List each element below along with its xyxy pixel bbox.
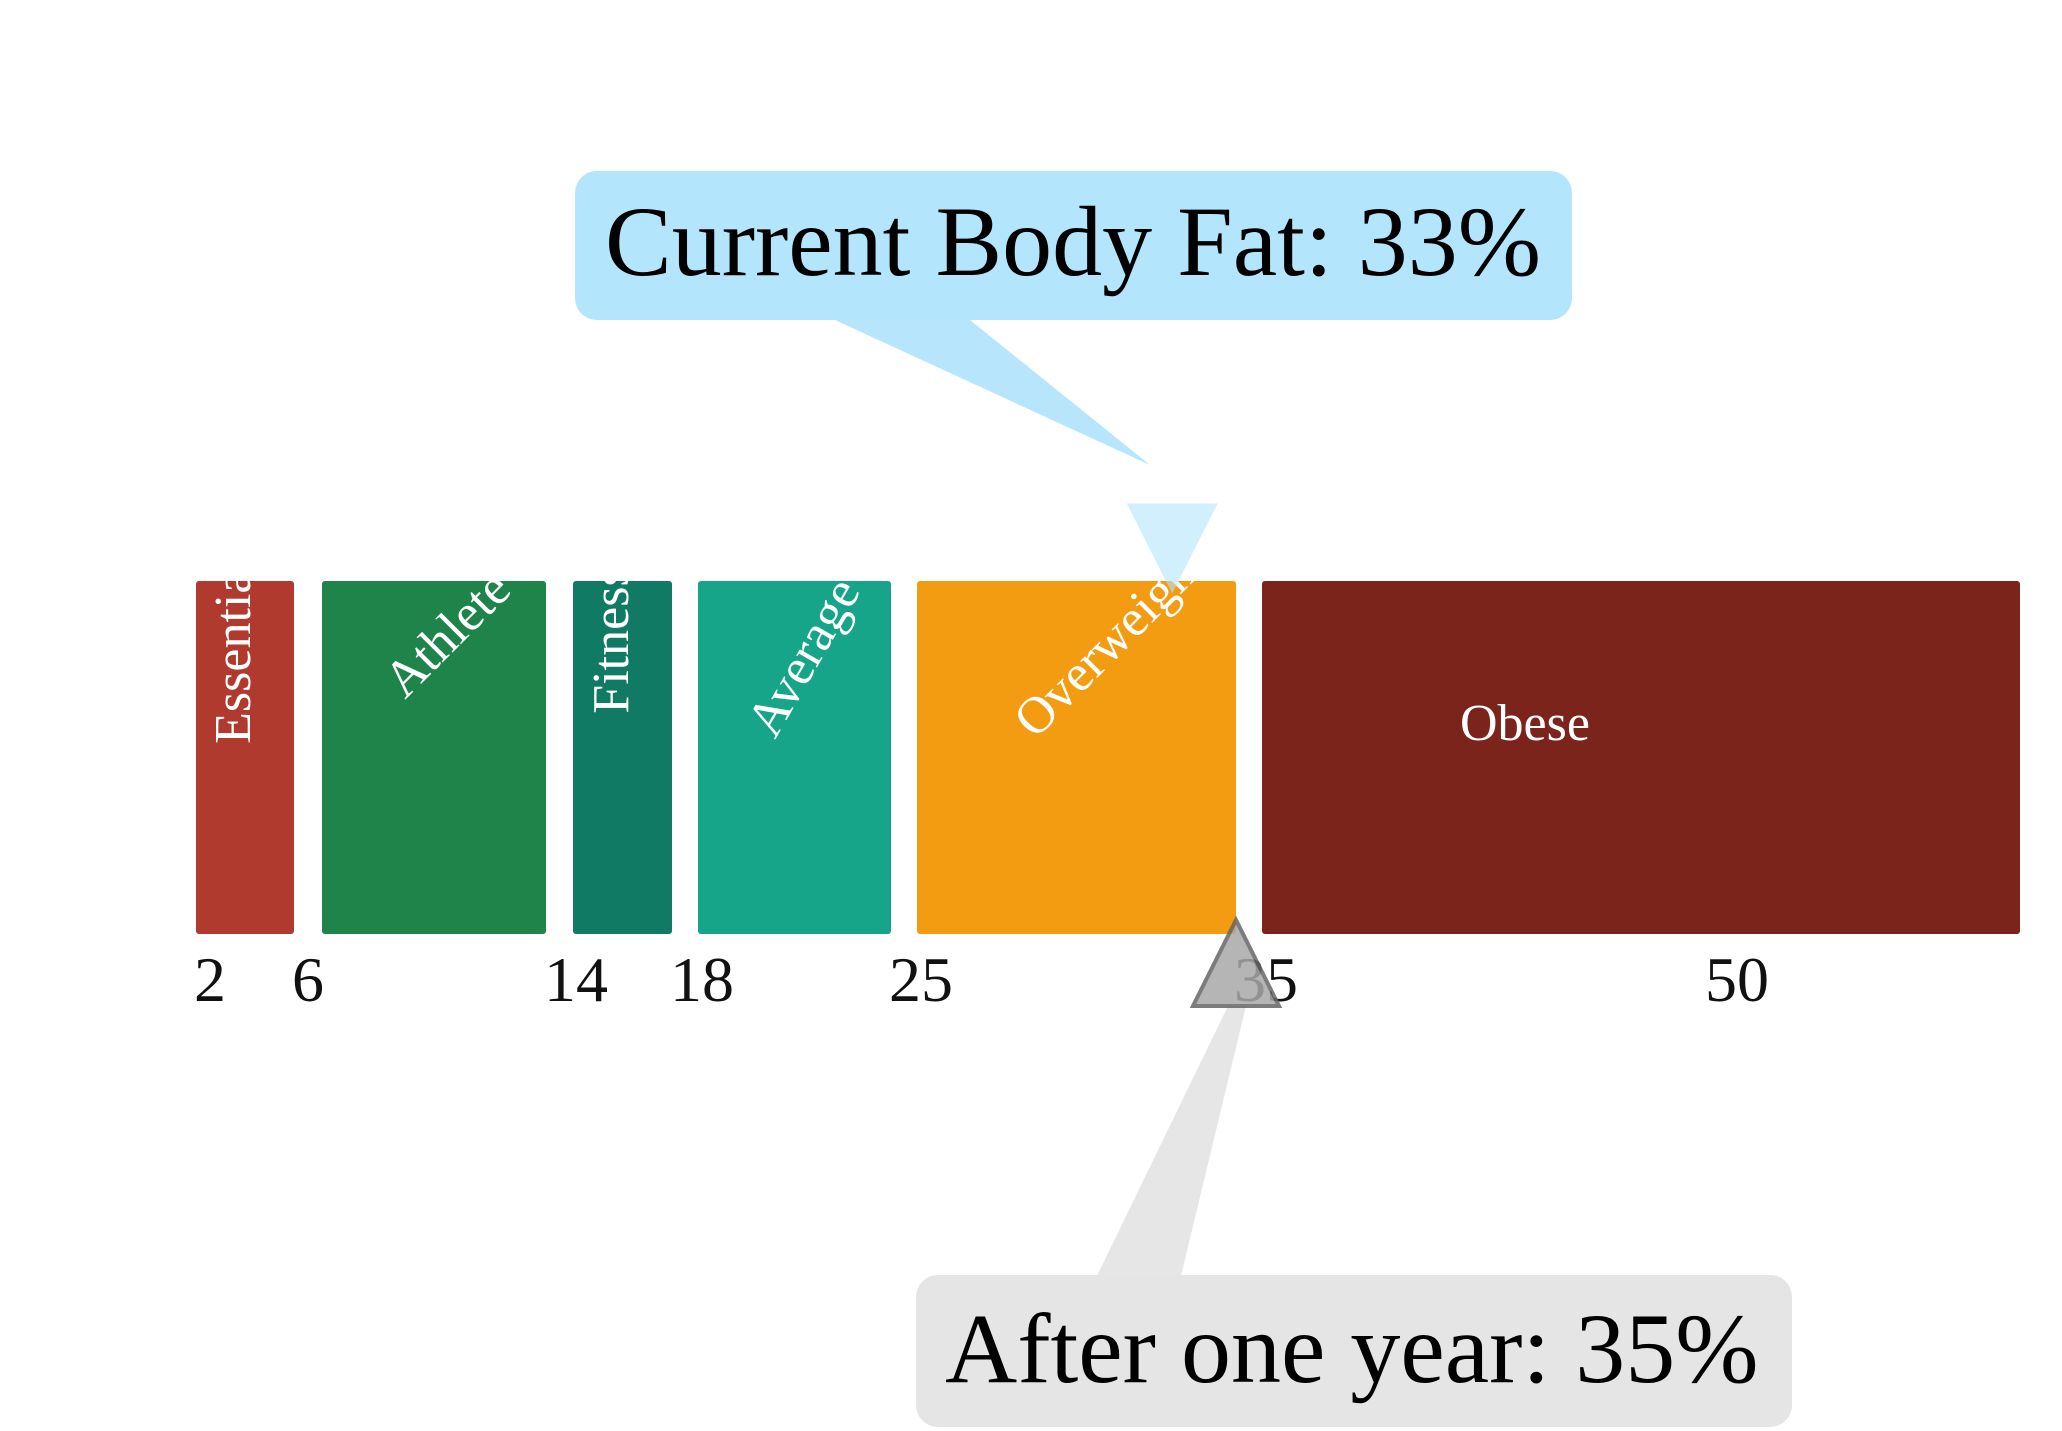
tick-label: 14 (544, 944, 608, 1015)
current-callout-pointer (835, 320, 1150, 465)
current-callout-text: Current Body Fat: 33% (605, 186, 1541, 297)
tick-label: 6 (292, 944, 324, 1015)
segment-label-obese: Obese (1460, 695, 1590, 752)
tick-label: 2 (194, 944, 226, 1015)
segment-athlete (322, 581, 546, 934)
segment-label-fitness: Fitness (583, 566, 640, 713)
tick-labels: 261418253550 (194, 944, 1769, 1015)
segment-essential (196, 581, 294, 934)
future-callout-bubble (916, 1275, 1792, 1427)
segment-overweight (917, 581, 1236, 934)
future-callout-text: After one year: 35% (945, 1293, 1759, 1404)
current-marker-triangle (1126, 503, 1218, 594)
segment-average (698, 581, 891, 934)
future-callout-pointer (1095, 1006, 1246, 1280)
current-callout-bubble (575, 171, 1572, 320)
segment-obese (1262, 581, 2020, 934)
segment-label-essential: Essential (205, 556, 262, 744)
tick-label: 50 (1705, 944, 1769, 1015)
category-segments: Essential Athlete Fitness Average Overweight… (196, 534, 2020, 934)
current-callout: Current Body Fat: 33% (575, 171, 1572, 465)
segment-fitness (573, 581, 672, 934)
future-callout: After one year: 35% (916, 915, 1792, 1427)
future-marker-triangle (1189, 915, 1283, 1008)
tick-label: 18 (670, 944, 734, 1015)
tick-label: 25 (889, 944, 953, 1015)
